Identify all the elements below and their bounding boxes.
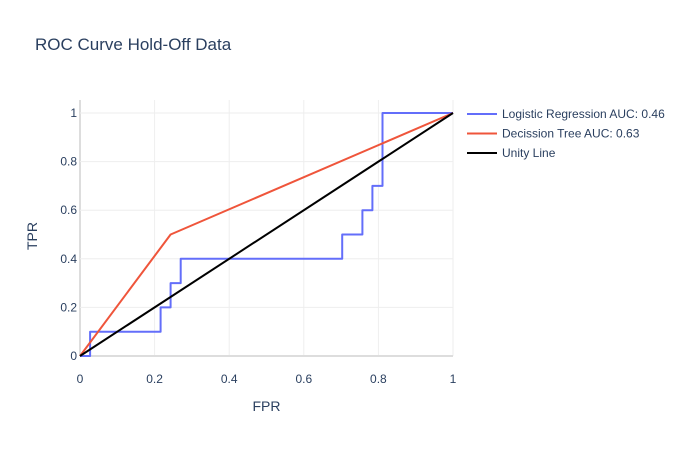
y-axis-ticks: 0 0.2 0.4 0.6 0.8 1	[60, 106, 77, 363]
legend-item-1[interactable]: Logistic Regression AUC: 0.46	[467, 107, 665, 121]
legend: Logistic Regression AUC: 0.46 Decission T…	[467, 107, 665, 160]
series-line-2	[79, 112, 454, 357]
x-axis-ticks: 0 0.2 0.4 0.6 0.8 1	[77, 372, 457, 386]
y-tick-label: 0	[70, 349, 77, 363]
grid	[79, 100, 454, 357]
y-tick-label: 1	[70, 106, 77, 120]
legend-label: Logistic Regression AUC: 0.46	[502, 107, 665, 121]
series-line-1	[80, 112, 453, 357]
y-tick-label: 0.4	[60, 252, 77, 266]
legend-item-3[interactable]: Unity Line	[467, 146, 556, 160]
y-tick-label: 0.2	[60, 300, 77, 314]
x-axis-title: FPR	[253, 398, 281, 414]
x-tick-label: 0.2	[146, 372, 163, 386]
series-line-3	[79, 112, 454, 357]
chart-title: ROC Curve Hold-Off Data	[35, 35, 232, 54]
x-tick-label: 1	[450, 372, 457, 386]
series-lines	[79, 112, 454, 357]
x-tick-label: 0	[77, 372, 84, 386]
x-tick-label: 0.8	[370, 372, 387, 386]
legend-label: Decission Tree AUC: 0.63	[502, 127, 640, 141]
legend-item-2[interactable]: Decission Tree AUC: 0.63	[467, 127, 640, 141]
x-tick-label: 0.4	[221, 372, 238, 386]
y-tick-label: 0.6	[60, 203, 77, 217]
y-tick-label: 0.8	[60, 155, 77, 169]
legend-label: Unity Line	[502, 146, 556, 160]
x-tick-label: 0.6	[295, 372, 312, 386]
y-axis-title: TPR	[24, 222, 40, 250]
